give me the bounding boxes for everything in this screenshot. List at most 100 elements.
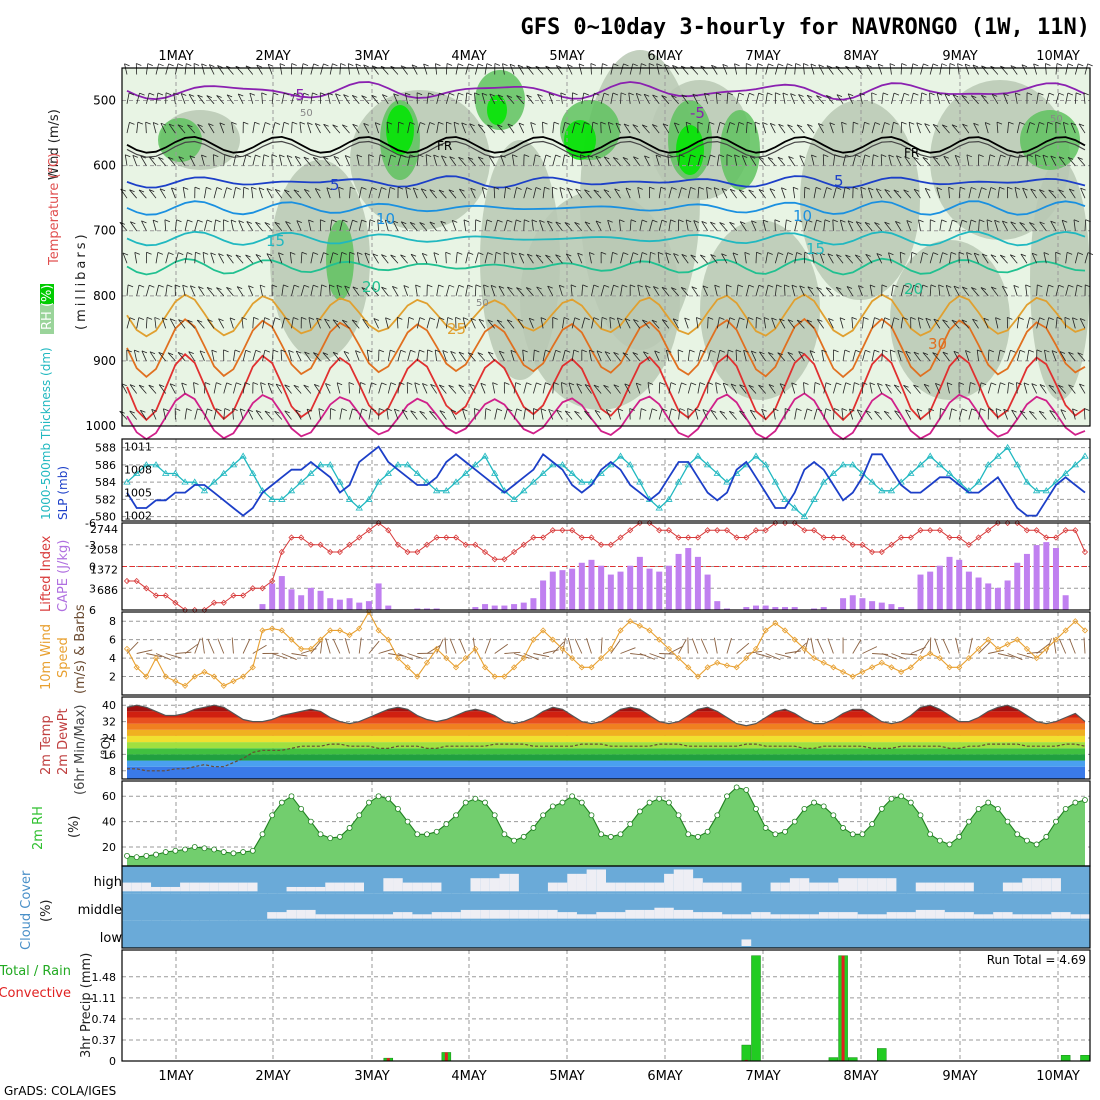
wind-barb xyxy=(155,92,159,104)
wind-barb-flag xyxy=(817,319,823,322)
rh2m-point xyxy=(714,812,721,819)
precip-total-bar xyxy=(1060,1055,1071,1062)
cloud-cell-fill xyxy=(1051,878,1062,892)
wind-barb-flag xyxy=(641,63,647,66)
wind-barb xyxy=(929,284,932,296)
wind-barb xyxy=(271,349,274,361)
wind-barb-flag xyxy=(851,317,858,320)
wind-barb xyxy=(784,63,788,75)
wind-barb-flag xyxy=(796,252,802,255)
wind-barb xyxy=(1025,284,1028,296)
wind-barb xyxy=(779,383,786,394)
wind10m-barb xyxy=(523,653,539,661)
wind-barb-flag xyxy=(226,94,233,98)
wind-barb-flag xyxy=(999,186,1005,190)
wind-barb-flag xyxy=(661,95,667,98)
wind-barb xyxy=(548,409,554,420)
wind-barb xyxy=(429,189,437,199)
rh2m-point xyxy=(859,831,866,838)
cloud-cell xyxy=(402,893,413,921)
cloud-cell xyxy=(538,866,549,894)
temp-tick-label: 32 xyxy=(102,716,116,729)
wind-barb xyxy=(1055,63,1058,75)
cloud-cell xyxy=(693,920,704,948)
wind-barb-flag xyxy=(865,410,871,414)
wind-barb-flag xyxy=(1011,409,1017,413)
wind-barb-flag xyxy=(729,122,736,125)
cloud-cell-fill xyxy=(1022,914,1033,919)
cloud-cell xyxy=(654,866,665,894)
wind-barb xyxy=(509,64,515,75)
wind10m-barb xyxy=(449,638,457,654)
contour-35 xyxy=(126,352,1086,422)
wind-barb xyxy=(891,317,895,329)
cloud-cell-fill xyxy=(673,869,684,892)
cloud-cell xyxy=(693,893,704,921)
wind-barb-flag xyxy=(390,254,396,258)
rh2m-point xyxy=(220,849,227,855)
wind-barb-flag xyxy=(593,189,599,193)
cloud-cell xyxy=(944,893,955,921)
wind-barb-flag xyxy=(251,186,257,190)
cloud-cell xyxy=(973,893,985,921)
wind-barb-flag xyxy=(377,219,383,223)
wind-barb xyxy=(765,252,769,264)
rh2m-point xyxy=(540,812,547,819)
wind-barb-flag xyxy=(767,252,773,255)
rh2m-point xyxy=(559,799,566,806)
wind-barb-flag xyxy=(816,408,823,412)
wind-barb xyxy=(978,408,981,420)
wind10m-barb xyxy=(494,643,508,654)
wind-barb xyxy=(741,155,747,166)
contour-label-30: 30 xyxy=(928,335,947,353)
date-label-bottom: 3MAY xyxy=(354,1069,389,1084)
wind-barb-flag xyxy=(991,286,997,290)
wind-barb xyxy=(697,382,701,394)
wind-barb-flag xyxy=(448,189,455,193)
wind-barb xyxy=(522,349,525,361)
wind-barb-flag xyxy=(916,122,922,126)
wind-barb xyxy=(610,252,613,264)
wind-barb-flag xyxy=(699,382,706,386)
wind-barb-flag xyxy=(744,252,750,255)
cape-bar xyxy=(965,571,972,610)
cloud-cell-fill xyxy=(305,909,317,919)
cloud-cell-fill xyxy=(383,878,394,892)
wind-barb xyxy=(722,382,728,394)
cape-bar xyxy=(549,571,556,610)
wind-barb xyxy=(876,253,883,264)
cloud-cell-fill xyxy=(780,914,791,919)
rh2m-point xyxy=(162,849,169,855)
date-label-bottom: 8MAY xyxy=(843,1069,878,1084)
wind-barb xyxy=(322,352,331,362)
wind-barb xyxy=(162,408,167,420)
wind-barb-flag xyxy=(771,317,777,321)
wind-barb xyxy=(833,187,837,199)
wind-barb xyxy=(387,187,391,199)
wind-barb-flag xyxy=(226,286,232,290)
wind10m-barb xyxy=(1083,637,1086,654)
wind-barb-flag xyxy=(487,319,493,323)
wind-speed-point xyxy=(201,668,208,676)
wind-speed-point xyxy=(878,659,885,666)
date-label-top: 4MAY xyxy=(451,49,486,64)
wind-barb-flag xyxy=(613,351,619,355)
wind-barb xyxy=(1021,64,1028,75)
wind-barb-flag xyxy=(855,254,861,258)
wind-barb xyxy=(332,319,341,329)
wind-barb xyxy=(198,286,205,297)
wind-barb xyxy=(765,285,769,296)
cloud-cell xyxy=(451,893,462,921)
wind-barb xyxy=(658,382,661,394)
wind10m-barb xyxy=(291,653,308,657)
cloud-cell xyxy=(267,920,278,948)
cloud-cell xyxy=(383,920,394,948)
contour-label-50: 50 xyxy=(1050,114,1063,125)
cloud-cell xyxy=(286,866,297,894)
wind-barb-flag xyxy=(589,349,595,353)
cloud-cell xyxy=(509,920,520,948)
wind-barb-flag xyxy=(812,252,818,255)
wind-barb-flag xyxy=(496,319,503,323)
wind-barb-flag xyxy=(545,349,551,353)
